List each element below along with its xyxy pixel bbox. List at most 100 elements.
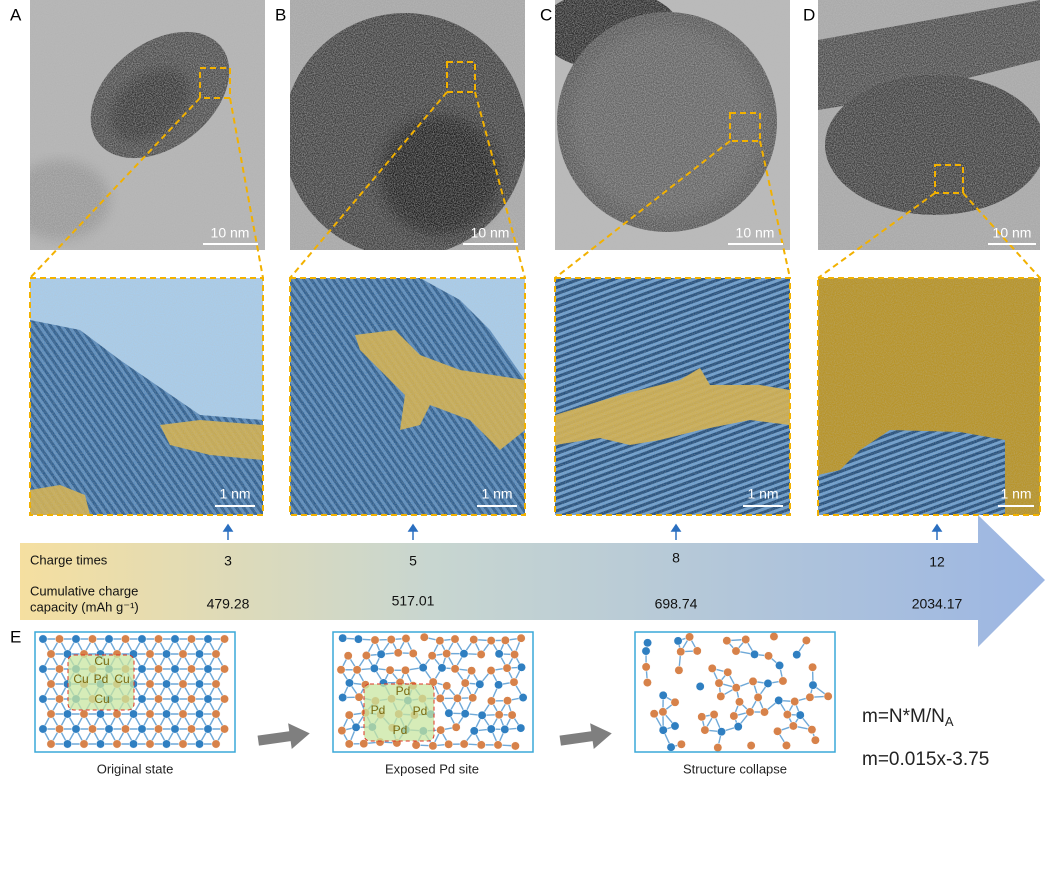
atom [146,680,154,688]
atom [354,635,362,643]
atom [220,635,228,643]
atom [717,692,725,700]
scale-label: 10 nm [211,225,250,241]
capacity: 2034.17 [912,596,963,612]
atom [419,663,427,671]
atom [338,634,346,642]
atom [105,635,113,643]
atom [353,666,361,674]
atom [47,710,55,718]
atom [179,710,187,718]
atom [146,650,154,658]
atom [55,725,63,733]
panel-label: B [275,5,286,24]
row-label: Charge times [30,552,108,567]
caption: Structure collapse [683,761,787,776]
atom [429,742,437,750]
atom [659,691,667,699]
atom [39,725,47,733]
scale-label: 1 nm [747,486,778,502]
atom [501,636,509,644]
atom [412,741,420,749]
atom [39,665,47,673]
atom [746,708,754,716]
atom [129,710,137,718]
atom [195,650,203,658]
atom [401,666,409,674]
atom [138,635,146,643]
atom [643,678,651,686]
atom [121,635,129,643]
atom [451,635,459,643]
timeline-arrow [20,515,1045,647]
site-label: Pd [413,704,428,718]
scale-label: 1 nm [219,486,250,502]
atom [362,651,370,659]
site-label: Cu [94,654,109,668]
atom [88,725,96,733]
atom [72,635,80,643]
atom [187,665,195,673]
atom [47,740,55,748]
atom [659,708,667,716]
scale-label: 10 nm [471,225,510,241]
atom [436,636,444,644]
formula: m=0.015x-3.75 [862,749,989,770]
caption: Original state [97,761,174,776]
atom [138,695,146,703]
atom [220,695,228,703]
atom [775,696,783,704]
atom [39,695,47,703]
charge-time: 5 [409,553,417,569]
atom [212,650,220,658]
atom [55,695,63,703]
atom [675,666,683,674]
atom [80,710,88,718]
site-label: Pd [94,672,109,686]
atom [360,739,368,747]
atom [642,647,650,655]
atom [732,683,740,691]
atom [436,694,444,702]
atom [171,695,179,703]
atom [717,728,725,736]
atom [345,711,353,719]
row-label: capacity (mAh g⁻¹) [30,599,139,614]
atom [212,680,220,688]
panel-label: A [10,5,22,24]
atom [162,680,170,688]
atom [508,711,516,719]
atom [754,693,762,701]
atom [495,650,503,658]
atom [708,664,716,672]
atom [461,679,469,687]
atom [154,665,162,673]
atom [806,693,814,701]
atom [80,740,88,748]
atom [179,740,187,748]
atom [195,740,203,748]
atom [503,696,511,704]
atom [113,740,121,748]
atom [171,635,179,643]
atom [671,698,679,706]
charge-time: 3 [224,553,232,569]
atom [714,743,722,751]
atom [386,666,394,674]
atom [445,709,453,717]
pointer-arrows [224,525,941,540]
atom [735,698,743,706]
atom [460,740,468,748]
atom [55,665,63,673]
atom [793,650,801,658]
atom [436,726,444,734]
atom [510,650,518,658]
atom [47,650,55,658]
atom [782,741,790,749]
atom [477,650,485,658]
atom [790,697,798,705]
atom [517,663,525,671]
site-label: Pd [371,703,386,717]
atom [773,727,781,735]
